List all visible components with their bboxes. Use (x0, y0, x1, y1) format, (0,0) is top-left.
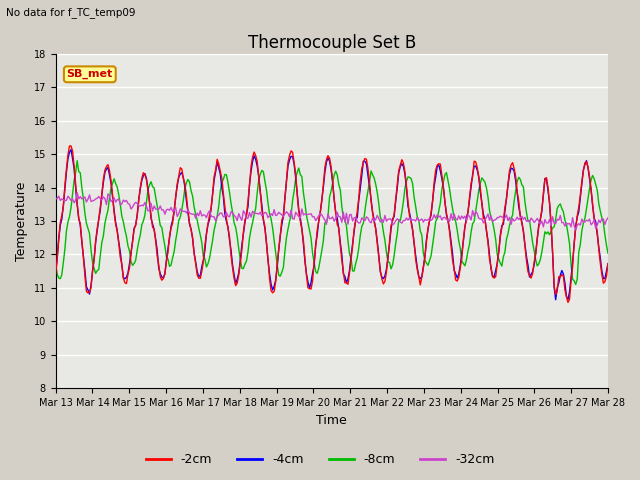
Text: SB_met: SB_met (67, 69, 113, 80)
Y-axis label: Temperature: Temperature (15, 181, 28, 261)
Title: Thermocouple Set B: Thermocouple Set B (248, 34, 416, 52)
X-axis label: Time: Time (316, 414, 348, 427)
Text: No data for f_TC_temp09: No data for f_TC_temp09 (6, 7, 136, 18)
Legend: -2cm, -4cm, -8cm, -32cm: -2cm, -4cm, -8cm, -32cm (141, 448, 499, 471)
